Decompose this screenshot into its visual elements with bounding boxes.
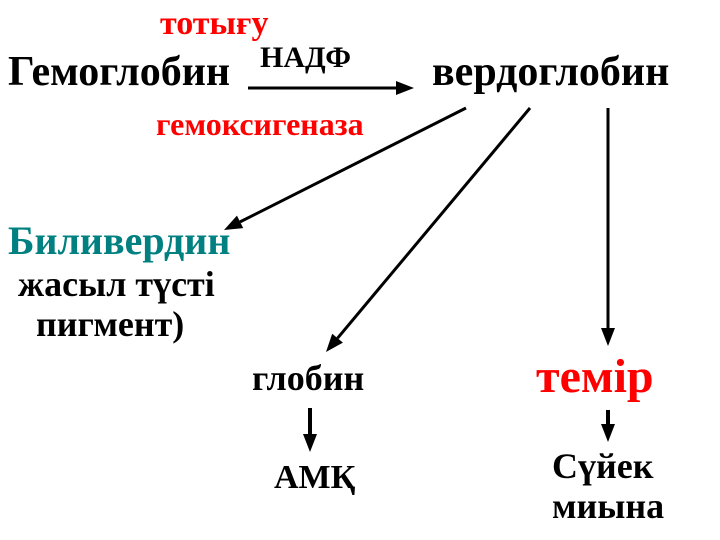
- iron-to-bone-head: [601, 424, 615, 442]
- hemoglobin-to-verdoglobin-head: [396, 81, 414, 95]
- label-hemoxygenase: гемоксигеназа: [156, 108, 364, 142]
- label-oxidation: тотығу: [160, 6, 269, 42]
- label-nadph: НАДФ: [260, 42, 351, 74]
- label-bone-1: Сүйек: [552, 448, 653, 486]
- label-bone-2: миына: [552, 488, 664, 526]
- verdoglobin-to-globin-shaft: [338, 108, 530, 338]
- globin-to-amk-head: [303, 434, 317, 452]
- label-globin: глобин: [252, 360, 364, 398]
- label-green-pigment-1: жасыл түсті: [18, 266, 215, 304]
- label-hemoglobin: Гемоглобин: [8, 50, 230, 94]
- label-verdoglobin: вердоглобин: [432, 50, 669, 94]
- verdoglobin-to-globin-head: [326, 334, 343, 352]
- label-amk: АМҚ: [274, 460, 355, 496]
- label-iron: темір: [536, 352, 654, 402]
- diagram-stage: тотығу Гемоглобин НАДФ вердоглобин гемок…: [0, 0, 720, 540]
- label-green-pigment-2: пигмент): [36, 306, 184, 344]
- verdoglobin-to-iron-head: [601, 328, 615, 346]
- label-biliverdin: Биливердин: [8, 220, 230, 262]
